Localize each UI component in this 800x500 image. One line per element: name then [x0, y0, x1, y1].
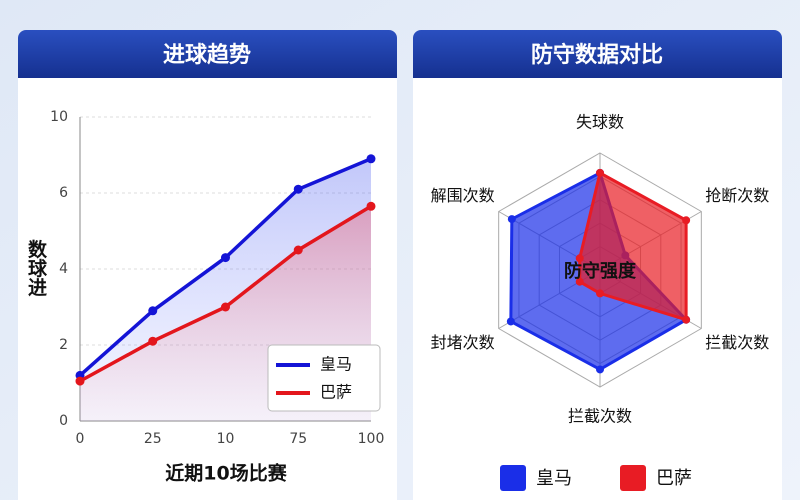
- y-tick-label: 6: [59, 185, 68, 201]
- point: [148, 306, 158, 316]
- point: [293, 184, 303, 194]
- panel-title: 进球趋势: [163, 42, 251, 68]
- axis-label: 拦截次数: [568, 407, 632, 426]
- panel-header: [413, 30, 782, 78]
- y-tick-label: 10: [50, 109, 68, 125]
- point: [575, 277, 584, 286]
- legend-label: 巴萨: [656, 468, 692, 489]
- point: [596, 289, 604, 298]
- y-tick-label: 4: [59, 261, 68, 277]
- axis-label: 解围次数: [431, 186, 495, 205]
- x-axis-title: 近期10场比赛: [165, 462, 287, 485]
- y-axis-title: 数球进: [25, 238, 47, 296]
- axis-label: 抢断次数: [705, 186, 769, 205]
- x-tick-label: 75: [289, 431, 307, 447]
- legend-swatch: [500, 465, 526, 491]
- legend-label: 巴萨: [320, 383, 352, 402]
- point: [366, 201, 376, 211]
- point: [366, 154, 376, 164]
- point: [148, 336, 158, 346]
- x-tick-label: 100: [358, 431, 385, 447]
- panel-title: 防守数据对比: [531, 42, 663, 68]
- legend-label: 皇马: [320, 355, 352, 374]
- point: [293, 245, 303, 255]
- point: [221, 302, 230, 312]
- point: [506, 317, 515, 326]
- panel-header: [18, 30, 397, 78]
- point: [682, 315, 691, 324]
- x-tick-label: 10: [217, 431, 235, 447]
- point: [507, 215, 516, 224]
- y-tick-label: 2: [59, 337, 68, 353]
- point: [596, 168, 604, 177]
- y-tick-label: 0: [59, 413, 68, 429]
- x-tick-label: 0: [76, 431, 85, 447]
- center-label: 防守强度: [564, 260, 637, 282]
- axis-label: 失球数: [576, 113, 624, 132]
- point: [221, 253, 230, 263]
- axis-label: 封堵次数: [431, 333, 495, 352]
- point: [575, 254, 584, 263]
- axis-label: 拦截次数: [705, 333, 769, 352]
- legend-label: 皇马: [536, 468, 572, 489]
- point: [682, 216, 691, 225]
- point: [75, 376, 85, 386]
- legend-swatch: [620, 465, 646, 491]
- x-tick-label: 25: [144, 431, 162, 447]
- point: [596, 365, 604, 374]
